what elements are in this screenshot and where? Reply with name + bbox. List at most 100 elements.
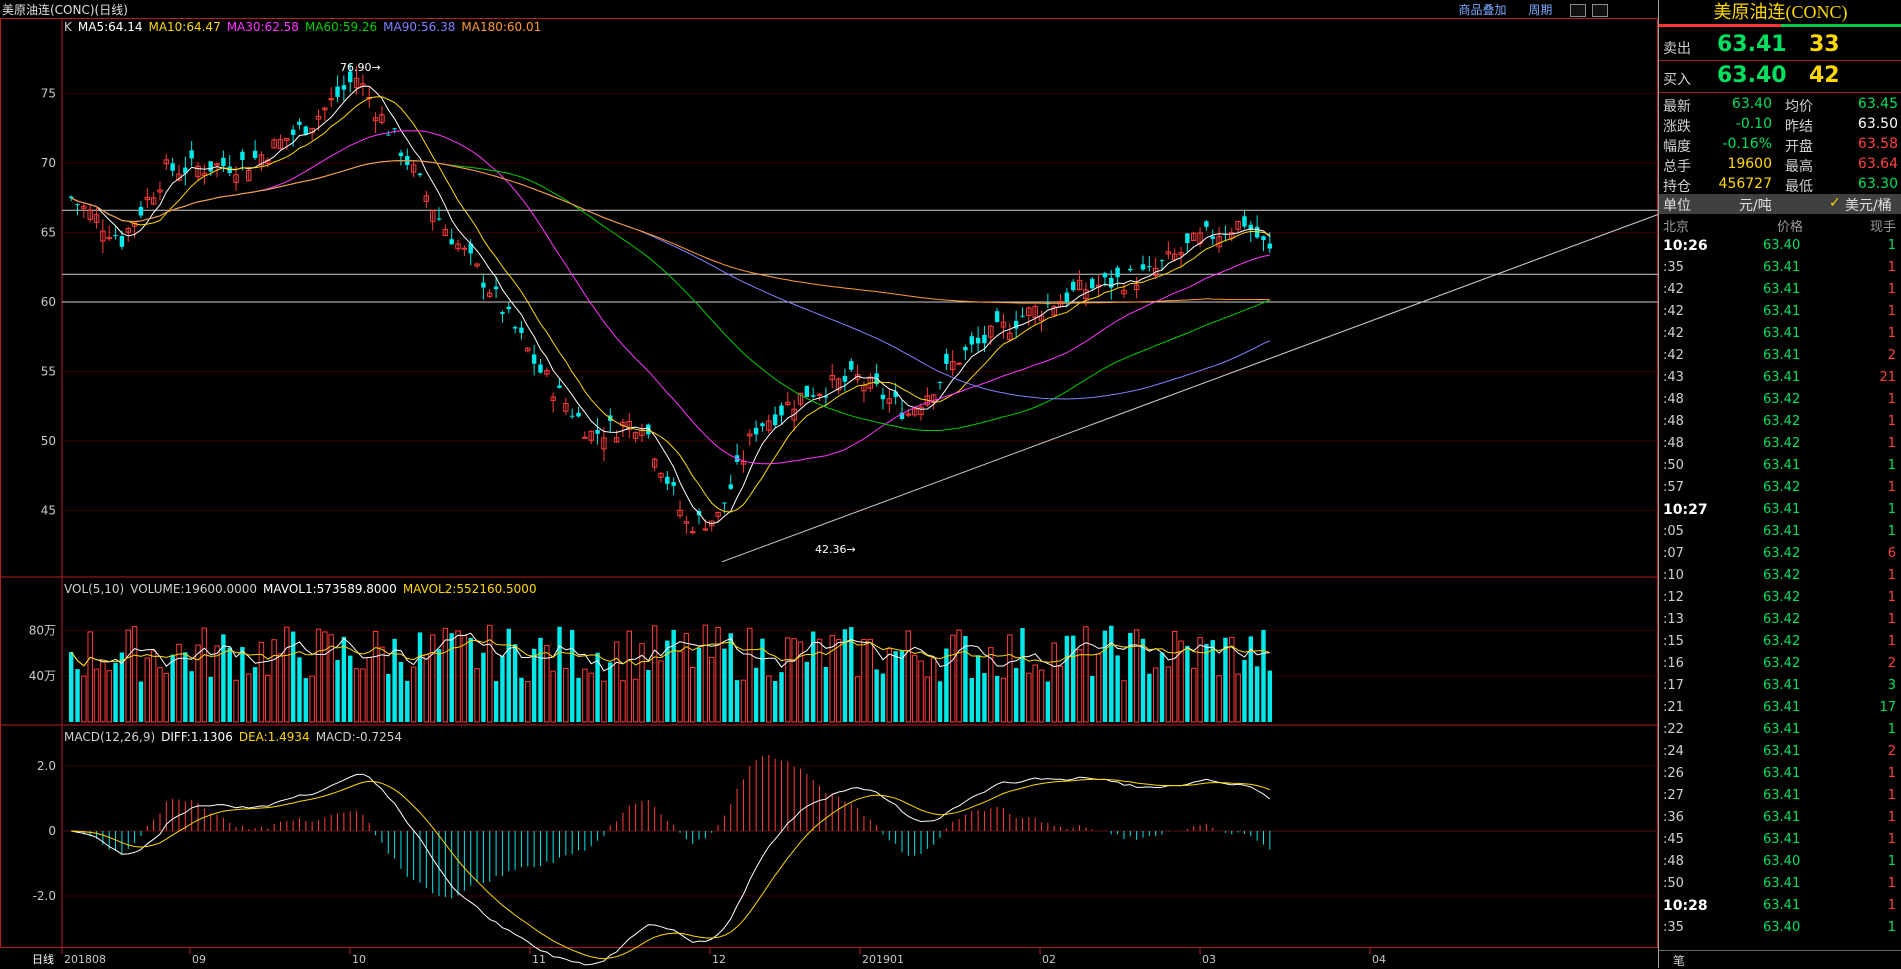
maximize-icon[interactable] [1592, 4, 1608, 17]
candle-body [525, 347, 531, 352]
candle-body [315, 115, 322, 120]
restore-icon[interactable] [1570, 4, 1587, 17]
tick-price: 63.41 [1763, 260, 1801, 275]
x-tick-label: 03 [1202, 953, 1216, 966]
tick-price: 63.42 [1763, 612, 1801, 627]
candle-body [449, 239, 454, 245]
x-tick-label: 12 [712, 953, 726, 966]
ask-row: 卖出 63.41 33 [1659, 30, 1901, 60]
candle-body [442, 228, 449, 237]
volume-bar [297, 657, 302, 722]
stat-row: 持仓 456727 最低 63.30 [1659, 176, 1901, 196]
candle-body [75, 204, 80, 206]
candle-body [1133, 284, 1140, 291]
candle-body [588, 430, 594, 441]
volume-bar [131, 626, 138, 723]
tick-row: :24 63.41 2 [1659, 744, 1901, 766]
volume-bar [982, 673, 987, 722]
volume-bar [1026, 672, 1032, 723]
volume-bar [398, 661, 404, 722]
candle-body [988, 325, 994, 338]
candle-body [905, 413, 912, 416]
candle-body [353, 77, 360, 89]
tick-volume: 21 [1879, 370, 1896, 385]
volume-bar [639, 643, 645, 723]
stat-value: -0.10 [1735, 116, 1772, 132]
candle-body [538, 364, 543, 373]
tick-time: 10:26 [1663, 238, 1708, 254]
bid-bar [1781, 24, 1901, 27]
tick-row: :17 63.41 3 [1659, 678, 1901, 700]
volume-bar [595, 652, 600, 722]
tick-row: :21 63.41 17 [1659, 700, 1901, 722]
y-tick-label: 40万 [29, 669, 56, 683]
candle-body [189, 150, 194, 159]
legend-item: MA5:64.14 [77, 20, 143, 34]
unit-row[interactable]: 单位 元/吨 ✓ 美元/桶 [1659, 194, 1901, 214]
candle-body [563, 403, 569, 412]
volume-bar [874, 669, 879, 722]
tick-row: :48 63.42 1 [1659, 392, 1901, 414]
candle-body [1115, 267, 1120, 278]
volume-bar [277, 653, 284, 723]
volume-bar [702, 624, 709, 723]
candle-body [233, 174, 239, 183]
volume-bar [810, 631, 816, 722]
tick-volume: 1 [1887, 788, 1896, 803]
x-tick-label: 201808 [64, 953, 106, 966]
volume-bar [1051, 642, 1057, 723]
volume-bar [163, 672, 170, 723]
unit-value[interactable]: 元/吨 [1739, 198, 1772, 214]
volume-bar [632, 678, 639, 723]
candle-body [1248, 224, 1254, 230]
y-tick-label: 50 [41, 434, 56, 448]
candle-body [335, 86, 340, 97]
tick-time: :42 [1663, 348, 1684, 363]
candle-body [950, 361, 956, 370]
stat-label: 昨结 [1785, 119, 1813, 135]
tick-price: 63.41 [1763, 502, 1801, 517]
tick-row: :42 63.41 1 [1659, 304, 1901, 326]
volume-bar [258, 641, 265, 723]
legend-item: K [64, 20, 72, 34]
candle-body [1121, 289, 1127, 295]
volume-bar [150, 650, 157, 723]
candle-body [398, 152, 404, 157]
tick-time: :48 [1663, 436, 1684, 451]
macd-line [71, 773, 1271, 966]
candle-body [468, 243, 473, 254]
volume-bar [87, 631, 93, 723]
unit-option[interactable]: 美元/桶 [1845, 198, 1892, 214]
tick-time: :05 [1663, 524, 1684, 539]
volume-bar [696, 647, 702, 722]
candle-body [944, 353, 949, 364]
volume-bar [1020, 628, 1025, 722]
candle-body [1178, 252, 1184, 256]
volume-bar [1152, 667, 1159, 723]
candle-body [1102, 273, 1108, 278]
volume-bar [531, 648, 537, 722]
tick-price: 63.41 [1763, 766, 1801, 781]
period-link[interactable]: 周期 [1528, 3, 1553, 17]
y-tick-label: 70 [41, 156, 56, 170]
tick-header-price: 价格 [1777, 220, 1804, 235]
volume-bar [893, 651, 898, 722]
candle-body [1026, 307, 1032, 316]
candle-body [658, 472, 664, 478]
quote-panel: 美原油连(CONC) 卖出 63.41 33 买入 63.40 42 最新 63.… [1658, 0, 1901, 968]
volume-bar [455, 630, 461, 723]
kline-chart[interactable]: 75 70 65 60 55 50 45 76.90→ 42.36→ 80万 40万 2.0 0 -2.0… [0, 18, 1658, 968]
candle-body [886, 398, 893, 404]
bid-volume: 42 [1809, 63, 1840, 88]
candle-body [113, 234, 118, 237]
y-tick-label: 45 [41, 503, 56, 517]
volume-bar [646, 670, 651, 722]
tick-volume: 2 [1887, 656, 1896, 671]
tick-price: 63.41 [1763, 458, 1801, 473]
candle-body [290, 129, 296, 135]
y-tick-label: 2.0 [37, 759, 56, 773]
candle-body [816, 393, 823, 396]
candle-body [791, 408, 797, 421]
volume-bar [1140, 638, 1146, 722]
overlay-link[interactable]: 商品叠加 [1458, 3, 1507, 17]
